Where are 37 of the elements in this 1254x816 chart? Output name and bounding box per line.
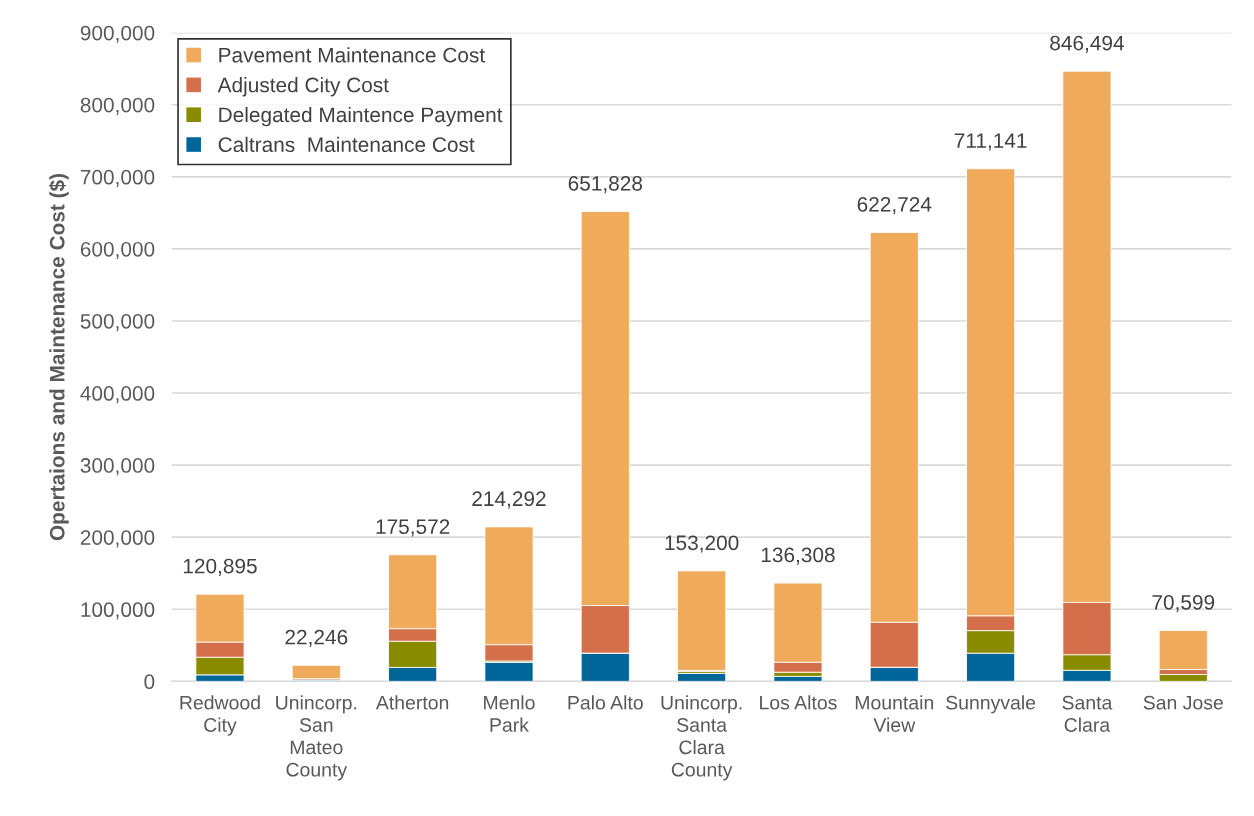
y-tick-label: 0 (144, 674, 155, 690)
total-label: 136,308 (761, 547, 835, 565)
y-tick-label: 700,000 (80, 169, 155, 188)
total-label: 120,895 (183, 558, 257, 576)
total-label: 214,292 (472, 491, 546, 509)
x-tick-label: Palo Alto (568, 695, 643, 710)
y-tick-label: 800,000 (80, 97, 155, 115)
y-tick-label: 400,000 (80, 386, 155, 404)
y-tick-label: 500,000 (80, 313, 155, 332)
y-axis-title: Opertaions and Maintenance Cost ($) (48, 173, 69, 541)
total-label: 22,246 (285, 629, 348, 647)
x-tick-label: San Jose (1143, 695, 1223, 710)
x-tick-label: Los Altos (760, 695, 837, 710)
x-tick-label: Unincorp. San Mateo County (276, 695, 357, 781)
total-label: 622,724 (857, 196, 932, 215)
total-label: 153,200 (665, 535, 739, 553)
x-tick-label: Sunnyvale (946, 695, 1036, 714)
x-tick-label: Redwood City (180, 695, 260, 736)
legend-label: Adjusted City Cost (217, 77, 389, 97)
x-tick-label: Santa Clara (1062, 695, 1113, 732)
total-label: 711,141 (954, 133, 1027, 151)
x-tick-label: Mountain View (855, 695, 934, 732)
total-label: 175,572 (376, 519, 450, 537)
total-label: 846,494 (1050, 35, 1124, 53)
y-tick-label: 600,000 (80, 241, 155, 260)
legend-label: Delegated Maintence Payment (219, 106, 503, 127)
legend-label: Pavement Maintenance Cost (219, 47, 485, 63)
x-tick-label: Menlo Park (484, 695, 535, 732)
y-tick-label: 300,000 (80, 458, 155, 476)
x-tick-label: Atherton (375, 695, 449, 710)
y-tick-label: 200,000 (80, 530, 155, 548)
legend-label: Caltrans Maintenance Cost (218, 136, 475, 153)
total-label: 70,599 (1152, 594, 1215, 613)
y-tick-label: 900,000 (80, 25, 155, 43)
y-tick-label: 100,000 (81, 602, 155, 620)
x-tick-label: Unincorp. Santa Clara County (661, 695, 742, 781)
total-label: 651,828 (568, 175, 643, 194)
